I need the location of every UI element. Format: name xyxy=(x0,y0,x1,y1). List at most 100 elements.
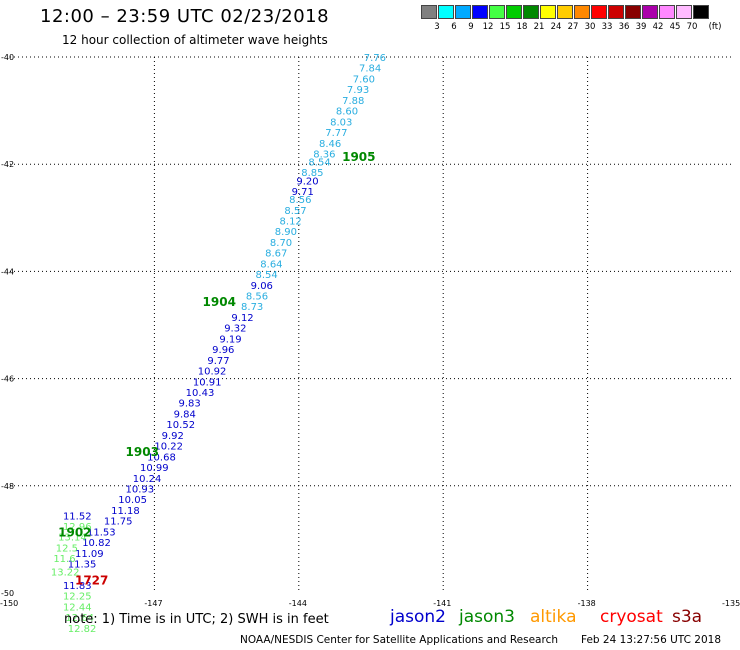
wave-height-value: 10.93 xyxy=(126,484,155,495)
wave-height-value: 10.22 xyxy=(154,442,183,453)
wave-height-value: 8.03 xyxy=(330,117,352,128)
legend-label: 33 xyxy=(601,22,613,32)
wave-height-value: 9.84 xyxy=(174,409,196,420)
wave-height-value: 8.90 xyxy=(275,227,297,238)
legend-swatch xyxy=(574,5,590,19)
footer-note: note: 1) Time is in UTC; 2) SWH is in fe… xyxy=(64,612,329,627)
wave-height-value: 11.35 xyxy=(68,560,97,571)
wave-height-value: 12.64 xyxy=(65,613,94,624)
wave-height-value: 12.5 xyxy=(56,543,78,554)
pass-time-label: 1904 xyxy=(203,295,236,309)
wave-height-value: 8.56 xyxy=(289,195,311,206)
generation-timestamp: Feb 24 13:27:56 UTC 2018 xyxy=(581,634,721,646)
wave-height-value: 10.68 xyxy=(147,452,176,463)
legend-swatch xyxy=(506,5,522,19)
wave-height-value: 8.54 xyxy=(255,270,277,281)
lon-label: -141 xyxy=(433,599,451,608)
wave-height-value: 7.76 xyxy=(364,53,386,64)
lon-label: -135 xyxy=(722,599,740,608)
wave-height-value: 10.99 xyxy=(140,463,169,474)
legend-label: 36 xyxy=(618,22,630,32)
legend-swatch xyxy=(642,5,658,19)
wave-height-value: 12.96 xyxy=(63,522,92,533)
legend-swatch xyxy=(455,5,471,19)
wave-height-value: 10.43 xyxy=(186,388,215,399)
wave-height-value: 8.67 xyxy=(265,249,287,260)
legend-swatch xyxy=(421,5,437,19)
wave-height-value: 13.14 xyxy=(58,533,87,544)
legend-swatch xyxy=(489,5,505,19)
credit-line: NOAA/NESDIS Center for Satellite Applica… xyxy=(240,634,558,646)
wave-height-value: 8.64 xyxy=(260,259,282,270)
lat-label: -42 xyxy=(1,160,14,169)
legend-label: 42 xyxy=(652,22,664,32)
lon-label: -150 xyxy=(0,599,18,608)
pass-time-label: 1727 xyxy=(75,574,108,588)
wave-height-value: 8.60 xyxy=(336,107,358,118)
legend-label: 39 xyxy=(635,22,647,32)
wave-height-value: 9.19 xyxy=(219,334,241,345)
wave-height-value: 7.77 xyxy=(325,128,347,139)
legend-swatch xyxy=(591,5,607,19)
wave-height-value: 9.32 xyxy=(224,324,246,335)
legend-swatch xyxy=(438,5,454,19)
legend-swatch xyxy=(540,5,556,19)
legend-swatch xyxy=(557,5,573,19)
wave-height-value: 11.09 xyxy=(75,549,104,560)
wave-height-value: 8.56 xyxy=(246,292,268,303)
pass-time-label: 1903 xyxy=(126,445,159,459)
lat-label: -48 xyxy=(1,482,14,491)
wave-height-value: 10.05 xyxy=(118,495,147,506)
lon-label: -138 xyxy=(578,599,596,608)
wave-height-value: 8.54 xyxy=(308,158,330,169)
wave-height-value: 11.83 xyxy=(63,581,92,592)
wave-height-value: 9.96 xyxy=(212,345,234,356)
legend-swatch xyxy=(693,5,709,19)
pass-time-label: 1905 xyxy=(342,150,375,164)
lon-label: -144 xyxy=(289,599,307,608)
satellite-cryosat: cryosat xyxy=(600,607,663,627)
satellite-s3a: s3a xyxy=(672,607,703,627)
wave-height-value: 9.92 xyxy=(162,431,184,442)
wave-height-value: 10.52 xyxy=(166,420,195,431)
wave-height-value: 9.77 xyxy=(207,356,229,367)
wave-height-value: 8.73 xyxy=(241,302,263,313)
legend-label: 6 xyxy=(451,22,457,32)
wave-height-value: 12.25 xyxy=(63,592,92,603)
lat-label: -50 xyxy=(1,589,14,598)
wave-height-value: 11.53 xyxy=(87,527,116,538)
wave-height-value: 9.20 xyxy=(296,176,318,187)
lat-label: -44 xyxy=(1,267,14,276)
wave-height-value: 10.91 xyxy=(193,377,222,388)
wave-height-value: 8.70 xyxy=(270,238,292,249)
wave-height-value: 12.82 xyxy=(68,624,97,635)
wave-height-value: 9.06 xyxy=(251,281,273,292)
wave-height-value: 7.88 xyxy=(342,96,364,107)
legend-label: 21 xyxy=(533,22,545,32)
satellite-jason3: jason3 xyxy=(459,607,515,627)
lat-label: -40 xyxy=(1,53,14,62)
satellite-altika: altika xyxy=(530,607,577,627)
legend-label: 3 xyxy=(434,22,440,32)
wave-height-value: 11.6 xyxy=(53,554,75,565)
legend-swatch xyxy=(625,5,641,19)
wave-height-value: 10.24 xyxy=(133,474,162,485)
legend-label: 15 xyxy=(499,22,511,32)
wave-height-value: 8.85 xyxy=(301,168,323,179)
map-subtitle: 12 hour collection of altimeter wave hei… xyxy=(62,33,328,47)
pass-time-label: 1902 xyxy=(58,525,91,539)
legend-label: 27 xyxy=(567,22,579,32)
wave-height-value: 8.36 xyxy=(313,149,335,160)
wave-height-value: 10.82 xyxy=(82,538,111,549)
wave-height-value: 11.75 xyxy=(104,517,133,528)
wave-height-value: 9.12 xyxy=(231,313,253,324)
legend-label: 70 xyxy=(686,22,698,32)
wave-height-value: 11.52 xyxy=(63,511,92,522)
wave-height-value: 9.83 xyxy=(178,399,200,410)
map-title: 12:00 – 23:59 UTC 02/23/2018 xyxy=(40,6,330,27)
wave-height-value: 8.57 xyxy=(284,206,306,217)
legend-swatch xyxy=(676,5,692,19)
wave-height-value: 7.60 xyxy=(353,74,375,85)
wave-height-value: 10.92 xyxy=(198,367,227,378)
